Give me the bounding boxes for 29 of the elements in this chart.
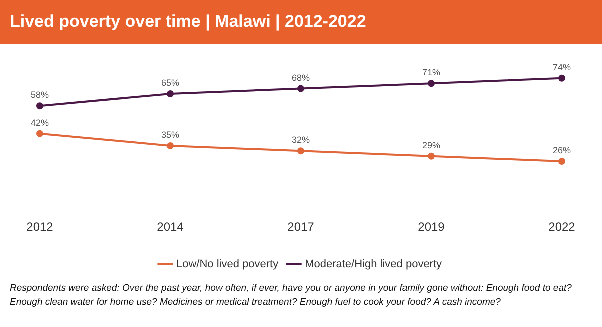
- point: [167, 142, 174, 150]
- point: [428, 80, 435, 88]
- point: [36, 102, 44, 110]
- point: [558, 158, 566, 166]
- x-tick-label: 2022: [548, 220, 576, 234]
- legend-label: Moderate/High lived poverty: [305, 258, 443, 271]
- data-label: 65%: [161, 78, 180, 88]
- data-label: 42%: [30, 118, 50, 128]
- chart-title: Lived poverty over time | Malawi | 2012-2022: [0, 0, 602, 44]
- point: [167, 90, 174, 98]
- data-label: 32%: [292, 135, 310, 146]
- x-tick-label: 2014: [157, 220, 184, 234]
- data-label: 74%: [552, 62, 572, 72]
- point: [36, 130, 44, 138]
- point: [298, 148, 304, 155]
- text: Respondents were asked: Over the past year, how often, if ever, have you or anyone in your family gone without: Enough food to eat? Enough clean water for home use? Medicines or medical treatment? Enough fuel to cook your food? A cash income?: [10, 282, 573, 310]
- data-label: 58%: [30, 90, 50, 100]
- point: [558, 74, 566, 82]
- data-label: 71%: [422, 68, 441, 78]
- x-tick-label: 2017: [288, 220, 315, 234]
- data-label: 26%: [552, 146, 572, 156]
- data-label: 29%: [422, 140, 441, 150]
- data-label: 35%: [161, 130, 180, 140]
- data-label: 68%: [292, 72, 310, 83]
- x-tick-label: 2012: [26, 220, 54, 234]
- legend-label: Low/No lived poverty: [176, 258, 280, 271]
- x-tick-label: 2019: [418, 220, 446, 234]
- point: [298, 85, 304, 92]
- point: [428, 152, 435, 160]
